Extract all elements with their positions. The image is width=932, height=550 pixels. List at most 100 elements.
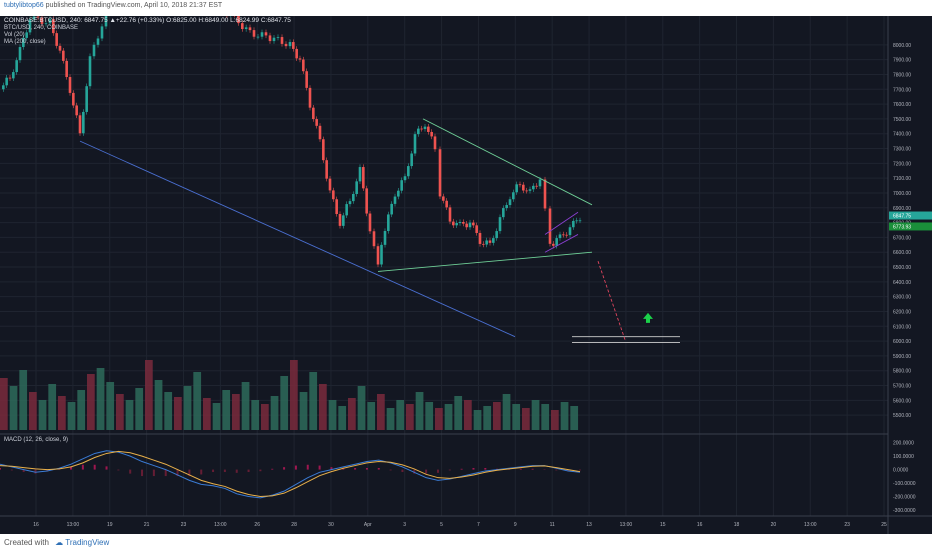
volume-bar — [328, 400, 337, 430]
candle-body — [237, 14, 240, 24]
macd-histogram-bar — [448, 469, 451, 471]
macd-histogram-bar — [10, 469, 13, 471]
macd-histogram-bar — [117, 469, 120, 471]
volume-bar — [309, 372, 318, 430]
volume-bar — [38, 400, 47, 430]
macd-histogram-bar — [129, 469, 132, 474]
time-tick-label: 30 — [328, 522, 334, 528]
volume-bar — [9, 386, 18, 430]
macd-histogram-bar — [460, 468, 463, 470]
volume-bar — [222, 390, 231, 430]
volume-bar — [183, 386, 192, 430]
macd-histogram-bar — [141, 469, 144, 477]
macd-tick-label: -100.0000 — [893, 481, 916, 487]
candle-body — [2, 85, 5, 90]
candle-body — [260, 32, 264, 37]
price-tick-label: 6100.00 — [893, 324, 911, 330]
candle-body — [276, 37, 280, 38]
projection-line — [597, 260, 626, 340]
candle-body — [575, 220, 578, 222]
candle-body — [430, 131, 433, 137]
candle-body — [515, 184, 518, 193]
price-axis: 8000.00 7900.00 7800.00 7700.00 7600.00 7500.… — [887, 16, 932, 534]
volume-bar — [67, 402, 76, 430]
time-tick-label: 26 — [254, 522, 260, 528]
price-tick-label: 7300.00 — [893, 147, 911, 153]
price-tick-label: 6600.00 — [893, 250, 911, 256]
macd-histogram-bar — [294, 465, 297, 470]
price-tick-label: 7900.00 — [893, 58, 911, 64]
macd-histogram-bar — [567, 469, 570, 472]
candle-body — [335, 199, 338, 215]
ma-price-label: 6773.93 — [893, 224, 911, 230]
candle-body — [5, 77, 8, 86]
volume-bar — [348, 398, 356, 430]
macd-histogram-bar — [365, 467, 368, 470]
price-chart-svg[interactable]: 8000.00 7900.00 7800.00 7700.00 7600.00 7500.… — [0, 0, 932, 534]
candle-body — [403, 176, 407, 181]
candle-body — [342, 215, 345, 226]
candle-body — [78, 115, 82, 134]
macd-histogram-bar — [223, 469, 226, 473]
candle-body — [568, 227, 572, 236]
volume-bar — [502, 394, 511, 430]
volume-bar — [212, 403, 221, 430]
candle-body — [512, 192, 515, 200]
volume-bar — [454, 396, 463, 430]
macd-line — [0, 450, 581, 499]
volume-bar — [357, 386, 366, 430]
time-tick-label: 7 — [477, 522, 480, 528]
candle-body — [558, 234, 562, 239]
candle-body — [18, 47, 22, 61]
candle-body — [338, 214, 342, 226]
time-tick-label: Apr — [364, 522, 372, 528]
time-tick-label: 15 — [660, 522, 666, 528]
candle-body — [462, 221, 465, 224]
candle-body — [12, 72, 15, 79]
macd-histogram-bar — [212, 469, 215, 473]
macd-histogram-bar — [152, 469, 155, 477]
price-axis-bg — [888, 16, 932, 534]
chart-area[interactable]: 8000.00 7900.00 7800.00 7700.00 7600.00 7500.… — [0, 0, 932, 534]
price-tick-label: 6000.00 — [893, 339, 911, 345]
annotations — [79, 118, 680, 344]
macd-histogram-bar — [342, 467, 345, 470]
tradingview-logo[interactable]: ☁ TradingView — [55, 538, 110, 547]
candle-body — [272, 37, 276, 42]
time-tick-label: 16 — [697, 522, 703, 528]
volume-bar — [290, 360, 298, 430]
volume-bar — [570, 406, 579, 430]
candle-body — [528, 189, 532, 191]
macd-histogram-bar — [22, 469, 25, 473]
candle-body — [100, 26, 104, 39]
volume-bar — [338, 406, 347, 430]
candle-body — [241, 23, 244, 30]
macd-legend: MACD (12, 26, close, 9) — [4, 437, 69, 443]
candle-body — [498, 217, 502, 232]
candle-body — [248, 27, 252, 31]
candle-body — [417, 128, 420, 135]
time-tick-label: 13:00 — [214, 522, 227, 528]
price-tick-label: 6500.00 — [893, 265, 911, 271]
author-link[interactable]: tubtylibtop66 — [4, 2, 44, 9]
volume-bar — [203, 398, 211, 430]
volume-bar — [154, 380, 163, 430]
macd-histogram-bar — [318, 465, 321, 470]
volume-bar — [251, 400, 260, 430]
candle-body — [508, 199, 512, 206]
price-tick-label: 7700.00 — [893, 87, 911, 93]
candle-body — [393, 196, 397, 204]
candle-body — [104, 9, 108, 27]
macd-histogram-bar — [105, 466, 108, 470]
volume-bar — [483, 406, 492, 430]
candle-body — [52, 19, 55, 34]
price-tick-label: 7200.00 — [893, 161, 911, 167]
candle-body — [578, 220, 582, 222]
signal-line — [0, 450, 581, 498]
macd-histogram-bar — [176, 469, 179, 477]
price-tick-label: 5700.00 — [893, 384, 911, 390]
candle-body — [256, 36, 260, 38]
candle-body — [88, 56, 92, 87]
volume-bar — [299, 392, 308, 430]
candle-body — [68, 77, 72, 93]
